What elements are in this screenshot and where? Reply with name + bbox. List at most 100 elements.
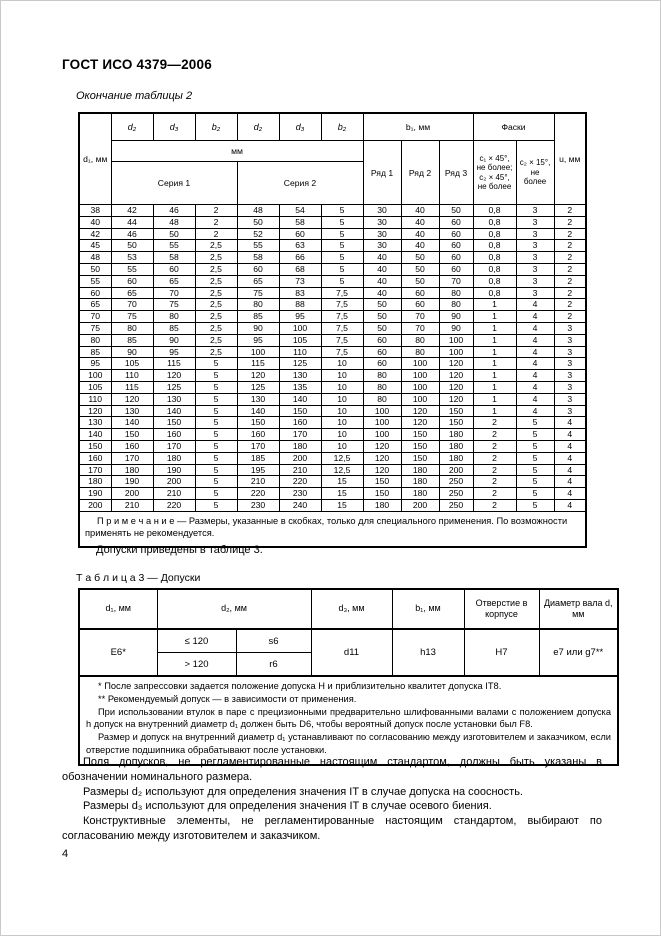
table2-cell: 70	[110, 298, 154, 312]
table2-cell: 10	[320, 439, 364, 453]
table2-cell: 2	[194, 227, 238, 241]
table2-cell: 125	[236, 380, 280, 394]
table2-cell: 10	[320, 392, 364, 406]
table2-cell: 60	[400, 298, 440, 312]
table2-cell: 46	[110, 227, 154, 241]
table2-cell: 65	[152, 274, 196, 288]
table3-tolerances: d₁, мм d₂, мм d₃, мм b₁, мм Отверстие в …	[78, 588, 619, 766]
table2-cell: 12,5	[320, 451, 364, 465]
table2-cell: 150	[362, 475, 402, 489]
table2-cell: 200	[78, 498, 112, 512]
table2-cell: 0,8	[472, 239, 517, 253]
table2-cell: 60	[362, 357, 402, 371]
table2-cell: 5	[515, 463, 555, 477]
table2-cell: 53	[110, 251, 154, 264]
table2-cell: 3	[553, 321, 587, 335]
table2-cell: 4	[553, 487, 587, 500]
table2-cell: 125	[278, 357, 322, 371]
table2-cell: 150	[362, 487, 402, 500]
table2-cell: 5	[320, 239, 364, 253]
table2-cell: 120	[236, 369, 280, 382]
table2-cell: 60	[78, 286, 112, 300]
table2-cell: 150	[152, 416, 196, 430]
table2-cell: 4	[515, 357, 555, 371]
table2-cell: 3	[515, 227, 555, 241]
table2-cell: 55	[78, 274, 112, 288]
table2-row: 200 210 220 5 230 240 15 180 200 250 2 5 4	[78, 498, 587, 512]
table2-cell: 2,5	[194, 345, 238, 359]
table2-cell: 50	[400, 262, 440, 276]
table2-cell: 200	[438, 463, 474, 477]
table2-cell: 40	[400, 204, 440, 217]
table2-cell: 80	[362, 392, 402, 406]
table2-cell: 3	[515, 274, 555, 288]
table2-row: 110 120 130 5 130 140 10 80 100 120 1 4 3	[78, 392, 587, 406]
table2-cell: 1	[472, 310, 517, 323]
table2-cell: 5	[194, 451, 238, 465]
table2-header-b1: b₁, мм	[362, 112, 474, 141]
table2-cell: 180	[362, 498, 402, 512]
table2-cell: 160	[110, 439, 154, 453]
table2-cell: 90	[236, 321, 280, 335]
table2-cell: 100	[400, 392, 440, 406]
table2-cell: 150	[236, 416, 280, 430]
table2-cell: 88	[278, 298, 322, 312]
table2-cell: 210	[236, 475, 280, 489]
table2-cell: 0,8	[472, 274, 517, 288]
table2-cell: 4	[553, 475, 587, 489]
table2-header-ryad3: Ряд 3	[438, 140, 474, 205]
table3-cell-d3: d11	[310, 628, 393, 677]
table2-cell: 60	[110, 274, 154, 288]
table2-cell: 2,5	[194, 321, 238, 335]
table2-cell: 0,8	[472, 227, 517, 241]
table2-cell: 5	[194, 439, 238, 453]
table2-cell: 170	[152, 439, 196, 453]
table2-cell: 50	[400, 274, 440, 288]
table2-cell: 100	[438, 333, 474, 347]
table2-cell: 2,5	[194, 333, 238, 347]
table2-cell: 2,5	[194, 286, 238, 300]
table2-cell: 5	[515, 487, 555, 500]
table3-header-b1: b₁, мм	[391, 588, 465, 630]
table2-cell: 5	[515, 439, 555, 453]
table2-cell: 120	[362, 463, 402, 477]
table2-cell: 40	[400, 215, 440, 229]
table2-cell: 120	[438, 369, 474, 382]
table2-cell: 40	[400, 227, 440, 241]
table2-cell: 5	[320, 204, 364, 217]
table2-cell: 65	[236, 274, 280, 288]
table2-cell: 2	[472, 451, 517, 465]
table2-cell: 4	[515, 333, 555, 347]
paragraph: Поля допусков, не регламентированные нас…	[62, 756, 602, 783]
table2-cell: 5	[515, 416, 555, 430]
table2-cell: 195	[236, 463, 280, 477]
table2-cell: 80	[236, 298, 280, 312]
table2-cell: 3	[553, 392, 587, 406]
table3-footnote: Размер и допуск на внутренний диаметр d₁…	[86, 732, 611, 755]
table2-cell: 180	[400, 487, 440, 500]
table2-cell: 160	[152, 428, 196, 441]
table2-cell: 7,5	[320, 298, 364, 312]
table2-cell: 10	[320, 416, 364, 430]
table2-cell: 4	[553, 451, 587, 465]
table2-cell: 0,8	[472, 215, 517, 229]
table2-cell: 60	[362, 345, 402, 359]
table3-cell-d2-tol2: r6	[235, 652, 312, 677]
table2-cell: 140	[110, 416, 154, 430]
table2-cell: 38	[78, 204, 112, 217]
table2-cell: 170	[236, 439, 280, 453]
table2-cell: 100	[400, 369, 440, 382]
table2-header-ryad2: Ряд 2	[400, 140, 440, 205]
table2-cell: 130	[152, 392, 196, 406]
table2-row: 48 53 58 2,5 58 66 5 40 50 60 0,8 3 2	[78, 251, 587, 264]
table2-cell: 65	[78, 298, 112, 312]
paragraph: Размеры d₃ используют для определения зн…	[83, 800, 492, 813]
table2-cell: 2	[472, 498, 517, 512]
table2-row: 38 42 46 2 48 54 5 30 40 50 0,8 3 2	[78, 204, 587, 217]
table2-cell: 4	[553, 463, 587, 477]
table2-cell: 85	[152, 321, 196, 335]
table2-cell: 80	[362, 369, 402, 382]
table2-cell: 105	[278, 333, 322, 347]
table2-dimensions: d₁, мм d₂ d₃ b₂ d₂ d₃ b₂ b₁, мм Фаски u,…	[78, 112, 588, 548]
